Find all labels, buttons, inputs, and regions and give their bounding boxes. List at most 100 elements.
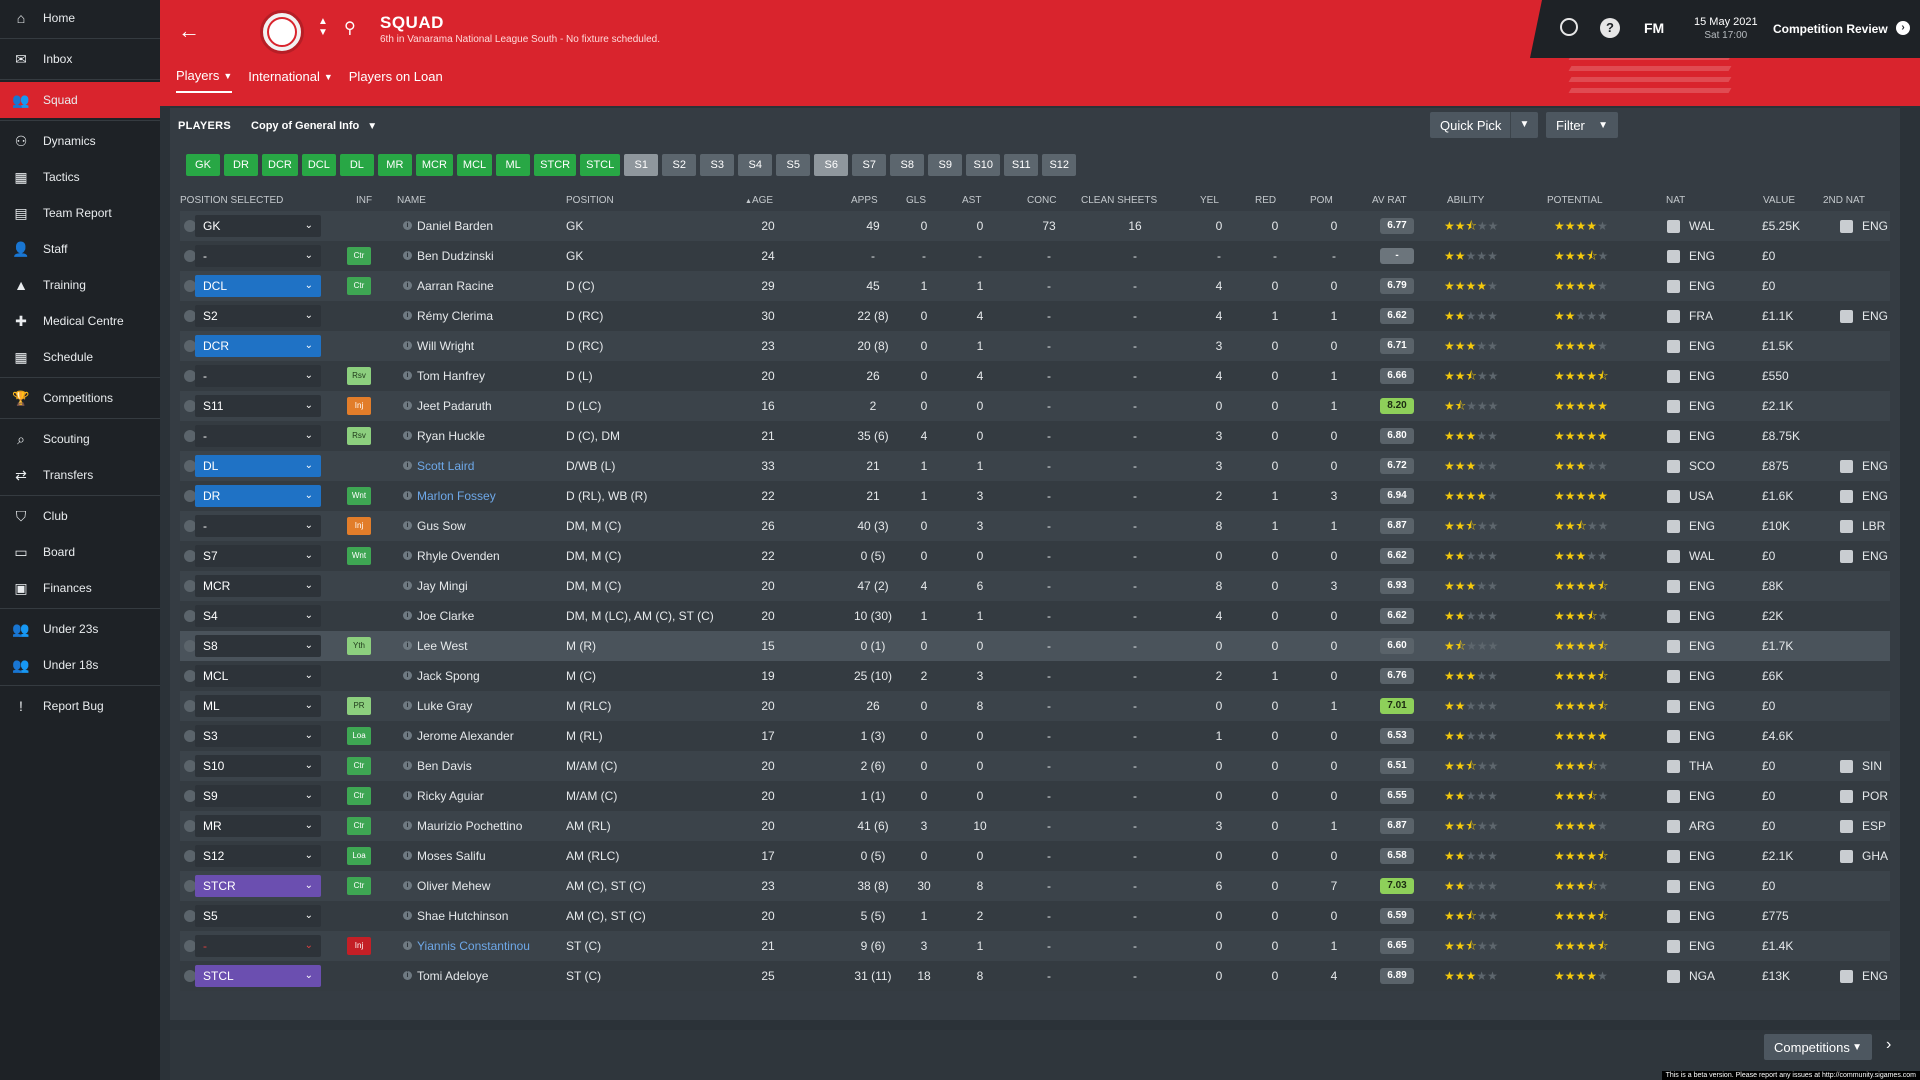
second-nationality[interactable]: SIN [1862, 759, 1883, 773]
info-icon[interactable]: i [403, 761, 412, 770]
table-row[interactable]: GK ⌄ i Daniel Barden GK 20 49 0 0 73 16 0 0 0 6.77 ★★⯪★… [180, 211, 1890, 241]
position-select[interactable]: - ⌄ [195, 515, 321, 537]
position-button-s8[interactable]: S8 [890, 154, 925, 176]
position-button-s4[interactable]: S4 [738, 154, 773, 176]
info-badge[interactable]: Ctr [347, 757, 371, 775]
position-select[interactable]: S12 ⌄ [195, 845, 321, 867]
position-button-stcl[interactable]: STCL [580, 154, 621, 176]
info-badge[interactable]: Inj [347, 937, 371, 955]
second-nationality[interactable]: ENG [1862, 309, 1889, 323]
sidebar-item-competitions[interactable]: 🏆 Competitions [0, 380, 160, 416]
table-row[interactable]: - ⌄ Inj i Gus Sow DM, M (C) 26 40 (3) 0 3- -8 1 1 6.8… [180, 511, 1890, 541]
row-select-checkbox[interactable] [184, 280, 196, 292]
col-age[interactable]: ▲AGE [745, 195, 774, 206]
competition-review-button[interactable]: Competition Review [1773, 22, 1888, 36]
player-name[interactable]: Marlon Fossey [417, 489, 496, 503]
row-select-checkbox[interactable] [184, 520, 196, 532]
info-icon[interactable]: i [403, 371, 412, 380]
player-name[interactable]: Shae Hutchinson [417, 909, 509, 923]
row-select-checkbox[interactable] [184, 250, 196, 262]
info-icon[interactable]: i [403, 461, 412, 470]
info-badge[interactable]: Rsv [347, 367, 371, 385]
row-select-checkbox[interactable] [184, 790, 196, 802]
sidebar-item-under-18s[interactable]: 👥 Under 18s [0, 647, 160, 683]
position-button-dr[interactable]: DR [224, 154, 258, 176]
info-badge[interactable]: Ctr [347, 247, 371, 265]
tab-players-on-loan[interactable]: Players on Loan [348, 69, 443, 84]
table-row[interactable]: DR ⌄ Wnt i Marlon Fossey D (RL), WB (R) 22 21 1 3… [180, 481, 1890, 511]
player-name[interactable]: Aarran Racine [417, 279, 494, 293]
nationality[interactable]: ENG [1689, 729, 1716, 743]
row-select-checkbox[interactable] [184, 910, 196, 922]
nationality[interactable]: ENG [1689, 939, 1716, 953]
nationality[interactable]: ENG [1689, 429, 1716, 443]
nationality[interactable]: ENG [1689, 339, 1716, 353]
position-button-s3[interactable]: S3 [700, 154, 735, 176]
info-icon[interactable]: i [403, 701, 412, 710]
player-name[interactable]: Will Wright [417, 339, 475, 353]
info-badge[interactable]: Loa [347, 727, 371, 745]
table-row[interactable]: - ⌄ Ctr i Ben Dudzinski GK 24- - - - - - - - - ★★★★★ ★★★… [180, 241, 1890, 271]
position-select[interactable]: S11 ⌄ [195, 395, 321, 417]
club-switch-arrows[interactable]: ▲ ▼ [318, 16, 328, 38]
table-row[interactable]: ML ⌄ PR i Luke Gray M (RLC) 20 26 0 8- -0 0 1 7.01 ★★★… [180, 691, 1890, 721]
table-row[interactable]: S4 ⌄ i Joe Clarke DM, M (LC), AM (C), ST (C)… [180, 601, 1890, 631]
player-name[interactable]: Ricky Aguiar [417, 789, 484, 803]
sidebar-item-staff[interactable]: 👤 Staff [0, 231, 160, 267]
row-select-checkbox[interactable] [184, 370, 196, 382]
sidebar-item-dynamics[interactable]: ⚇ Dynamics [0, 123, 160, 159]
position-button-mr[interactable]: MR [377, 154, 412, 176]
club-crest[interactable] [260, 10, 304, 54]
player-name[interactable]: Ryan Huckle [417, 429, 486, 443]
nationality[interactable]: ENG [1689, 849, 1716, 863]
nationality[interactable]: ENG [1689, 909, 1716, 923]
info-icon[interactable]: i [403, 641, 412, 650]
col-yel[interactable]: YEL [1200, 195, 1219, 206]
col-position-selected[interactable]: POSITION SELECTED [180, 195, 284, 206]
nationality[interactable]: ENG [1689, 789, 1716, 803]
info-icon[interactable]: i [403, 401, 412, 410]
info-icon[interactable]: i [403, 941, 412, 950]
position-button-gk[interactable]: GK [186, 154, 220, 176]
info-icon[interactable]: i [403, 281, 412, 290]
player-name[interactable]: Tom Hanfrey [417, 369, 486, 383]
nationality[interactable]: ENG [1689, 879, 1716, 893]
col-pom[interactable]: POM [1310, 195, 1333, 206]
nationality[interactable]: ENG [1689, 279, 1716, 293]
sidebar-item-inbox[interactable]: ✉ Inbox [0, 41, 160, 77]
player-name[interactable]: Jerome Alexander [417, 729, 514, 743]
sidebar-item-training[interactable]: ▲ Training [0, 267, 160, 303]
position-select[interactable]: STCL ⌄ [195, 965, 321, 987]
row-select-checkbox[interactable] [184, 430, 196, 442]
sidebar-item-team-report[interactable]: ▤ Team Report [0, 195, 160, 231]
table-row[interactable]: S9 ⌄ Ctr i Ricky Aguiar M/AM (C) 20 1 (1) 0 0 - - 0 0… [180, 781, 1890, 811]
info-icon[interactable]: i [403, 251, 412, 260]
table-row[interactable]: - ⌄ Rsv i Ryan Huckle D (C), DM 21 35 (6) 4 0- -3 0… [180, 421, 1890, 451]
position-select[interactable]: - ⌄ [195, 935, 321, 957]
nationality[interactable]: NGA [1689, 969, 1716, 983]
sidebar-item-transfers[interactable]: ⇄ Transfers [0, 457, 160, 493]
sidebar-item-board[interactable]: ▭ Board [0, 534, 160, 570]
row-select-checkbox[interactable] [184, 820, 196, 832]
sidebar-item-tactics[interactable]: ▦ Tactics [0, 159, 160, 195]
view-select[interactable]: Copy of General Info ▼ [251, 120, 378, 132]
sidebar-item-club[interactable]: ⛉ Club [0, 498, 160, 534]
sidebar-item-squad[interactable]: 👥 Squad [0, 82, 160, 118]
info-badge[interactable]: Ctr [347, 277, 371, 295]
table-row[interactable]: S10 ⌄ Ctr i Ben Davis M/AM (C) 20 2 (6) 0 0 - - 0 0 0 6… [180, 751, 1890, 781]
row-select-checkbox[interactable] [184, 340, 196, 352]
row-select-checkbox[interactable] [184, 220, 196, 232]
info-icon[interactable]: i [403, 431, 412, 440]
player-name[interactable]: Ben Davis [417, 759, 472, 773]
col-apps[interactable]: APPS [851, 195, 878, 206]
table-row[interactable]: - ⌄ Inj i Yiannis Constantinou ST (C) 21 9 (6) 3… [180, 931, 1890, 961]
player-name[interactable]: Daniel Barden [417, 219, 494, 233]
position-select[interactable]: GK ⌄ [195, 215, 321, 237]
second-nationality[interactable]: ENG [1862, 489, 1889, 503]
sidebar-item-report-bug[interactable]: ! Report Bug [0, 688, 160, 724]
position-select[interactable]: STCR ⌄ [195, 875, 321, 897]
col-conc[interactable]: CONC [1027, 195, 1057, 206]
position-button-s6[interactable]: S6 [814, 154, 849, 176]
nationality[interactable]: ENG [1689, 609, 1716, 623]
nationality[interactable]: WAL [1689, 549, 1715, 563]
